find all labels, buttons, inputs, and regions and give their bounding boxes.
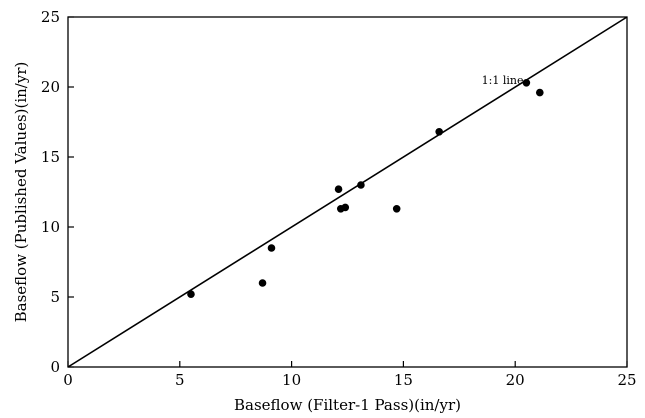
y-tick-label: 5 xyxy=(50,288,60,306)
y-tick-label: 0 xyxy=(50,358,60,376)
plot-area xyxy=(67,16,628,368)
y-axis-label: Baseflow (Published Values)(in/yr) xyxy=(12,62,30,323)
data-point xyxy=(341,203,350,212)
reference-line-label: 1:1 line xyxy=(482,74,524,87)
y-tick-label: 15 xyxy=(41,148,60,166)
data-point xyxy=(258,279,267,287)
y-tick-label: 20 xyxy=(41,78,60,96)
data-point xyxy=(187,290,195,299)
y-tick-label: 25 xyxy=(41,8,60,26)
x-tick-label: 5 xyxy=(175,371,185,389)
x-tick-label: 10 xyxy=(282,371,301,389)
x-tick-label: 25 xyxy=(617,371,636,389)
x-tick-label: 15 xyxy=(394,371,413,389)
x-axis-label: Baseflow (Filter-1 Pass)(in/yr) xyxy=(234,396,461,414)
data-point xyxy=(267,244,276,252)
one-to-one-line xyxy=(67,16,628,368)
x-tick-label: 0 xyxy=(63,371,73,389)
data-point xyxy=(357,181,365,189)
data-point xyxy=(334,185,343,193)
data-point xyxy=(392,205,401,213)
x-tick-label: 20 xyxy=(506,371,525,389)
data-point xyxy=(535,88,544,97)
data-point xyxy=(522,79,531,87)
data-point xyxy=(435,128,443,136)
y-tick-label: 10 xyxy=(41,218,60,236)
